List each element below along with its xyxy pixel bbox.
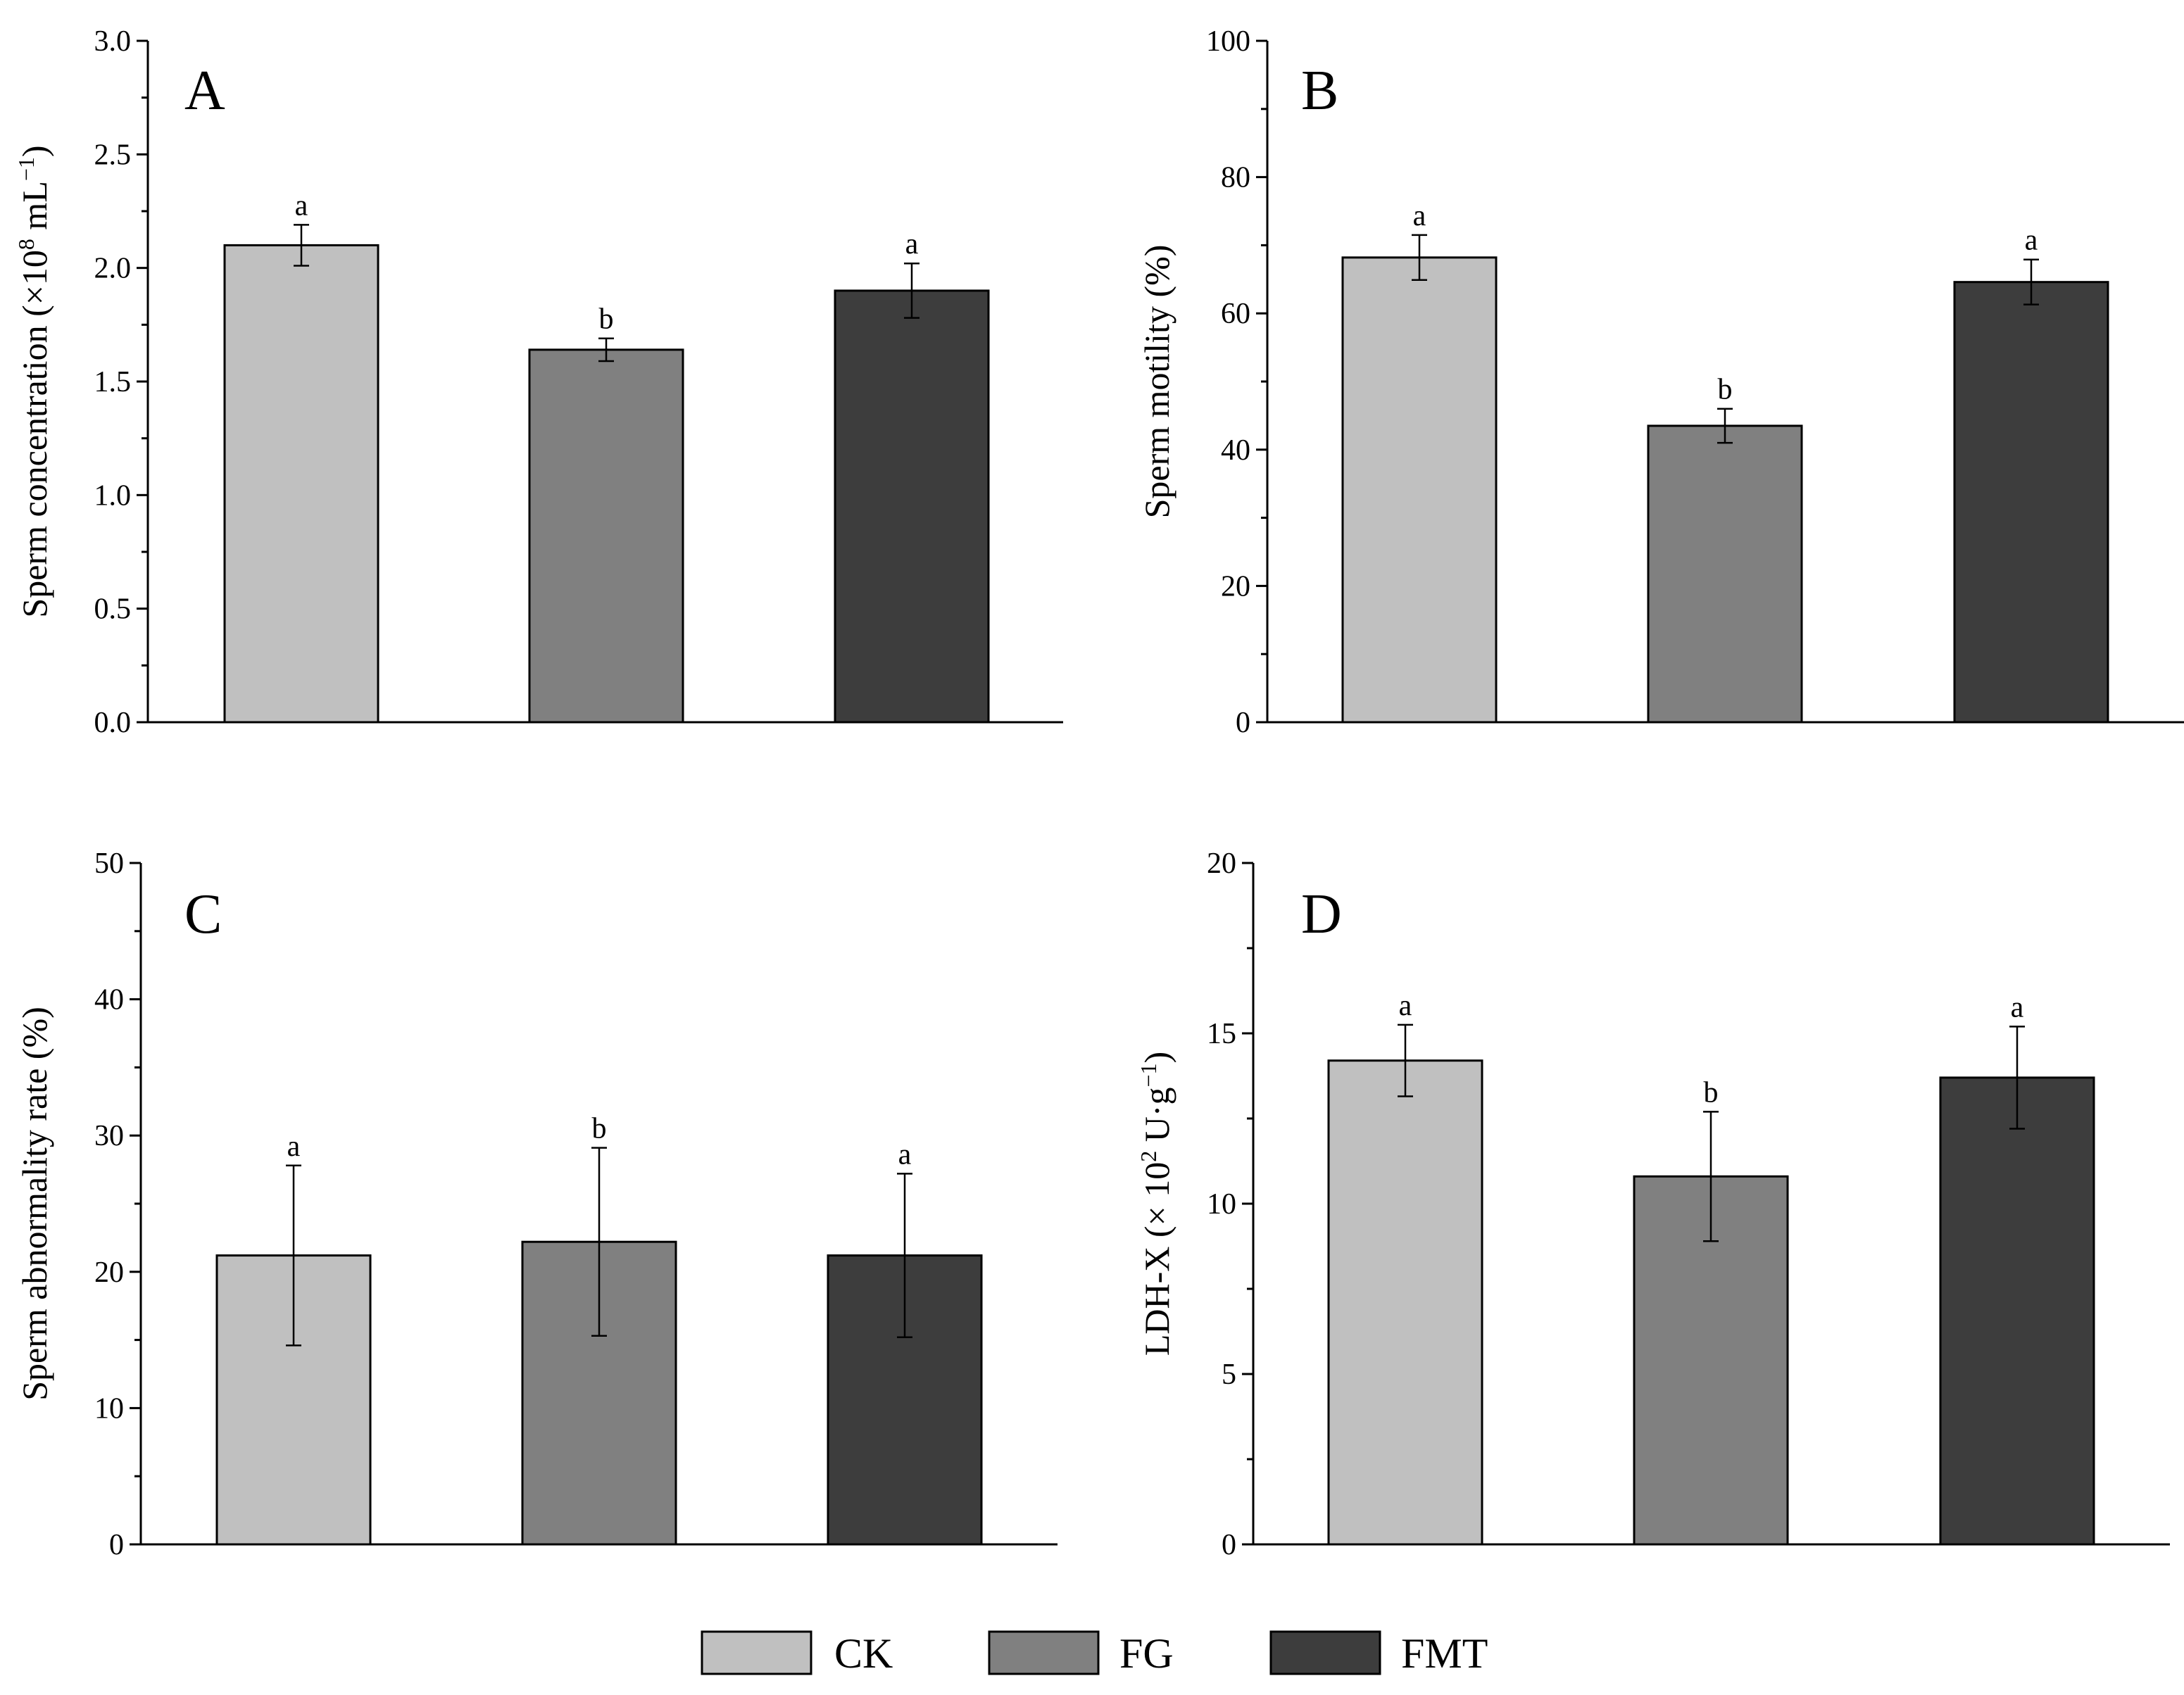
y-tick-label: 5 xyxy=(1222,1359,1236,1391)
significance-label: a xyxy=(287,1130,301,1163)
significance-label: b xyxy=(1718,374,1733,406)
y-title-unit: mL xyxy=(15,181,54,239)
y-title-unit: U·g xyxy=(1137,1088,1176,1151)
panel-letter: A xyxy=(184,60,225,122)
y-axis-title: Sperm abnormality rate (%) xyxy=(15,1007,54,1401)
significance-label: a xyxy=(295,189,308,222)
legend-label-ck: CK xyxy=(834,1630,893,1677)
y-tick-label: 10 xyxy=(94,1392,124,1425)
bar-ck xyxy=(1341,256,1498,724)
legend-swatch-ck xyxy=(701,1630,812,1675)
y-tick-label: 0 xyxy=(1222,1529,1236,1561)
y-tick-label: 100 xyxy=(1206,25,1250,58)
y-tick-label: 2.5 xyxy=(94,139,132,171)
y-title-end: ) xyxy=(1137,1052,1176,1064)
bar-fmt xyxy=(1953,281,2109,724)
significance-label: a xyxy=(2011,991,2024,1023)
y-tick-label: 1.5 xyxy=(94,366,132,398)
y-title-sup: 2 xyxy=(1136,1151,1161,1162)
bar-fmt xyxy=(1939,1076,2095,1546)
y-title-main: Sperm motility (%) xyxy=(1137,245,1176,519)
y-tick-label: 60 xyxy=(1221,298,1250,330)
y-tick-label: 80 xyxy=(1221,162,1250,194)
bar-fmt xyxy=(834,289,990,724)
bar-ck xyxy=(1327,1059,1483,1546)
significance-label: a xyxy=(898,1138,912,1171)
significance-label: b xyxy=(592,1113,607,1145)
y-tick-label: 10 xyxy=(1207,1188,1236,1221)
y-axis-title: Sperm concentration (×108 mL−1) xyxy=(13,145,54,617)
y-tick-label: 40 xyxy=(1221,434,1250,467)
y-title-unit-sup: −1 xyxy=(13,157,39,181)
panel-b: 0 20 40 60 80 100 a b a B Sperm motility (%) xyxy=(1137,25,2184,739)
panel-letter: B xyxy=(1301,60,1338,122)
y-tick-label: 0.0 xyxy=(94,707,132,739)
panel-letter: D xyxy=(1301,883,1342,945)
y-tick-label: 20 xyxy=(1207,848,1236,880)
panel-a: 0.0 0.5 1.0 1.5 2.0 2.5 3.0 a b a A Sperm concentra… xyxy=(13,25,1063,739)
y-title-main: Sperm concentration (×10 xyxy=(15,250,54,618)
y-tick-label: 40 xyxy=(94,984,124,1016)
y-tick-label: 1.0 xyxy=(94,479,132,512)
significance-label: a xyxy=(2025,225,2038,257)
y-tick-label: 0 xyxy=(109,1529,124,1561)
significance-label: b xyxy=(599,303,614,336)
significance-label: a xyxy=(1413,200,1426,232)
bar-ck xyxy=(223,244,379,724)
y-axis-title: LDH-X (× 102 U·g−1) xyxy=(1136,1052,1176,1356)
legend-label-fg: FG xyxy=(1119,1630,1174,1677)
legend-label-fmt: FMT xyxy=(1401,1630,1488,1677)
panel-c: 0 10 20 30 40 50 a b a C Sperm abnormality rate (%… xyxy=(15,848,1058,1561)
y-title-unit-sup: −1 xyxy=(1136,1063,1161,1087)
panel-letter: C xyxy=(184,883,222,945)
y-title-end: ) xyxy=(15,145,54,157)
y-tick-label: 3.0 xyxy=(94,25,132,58)
y-tick-label: 2.0 xyxy=(94,253,132,285)
y-tick-label: 0.5 xyxy=(94,593,132,626)
significance-label: b xyxy=(1704,1076,1719,1109)
y-tick-label: 30 xyxy=(94,1120,124,1152)
significance-label: a xyxy=(1399,990,1412,1022)
chart-panels: 0.0 0.5 1.0 1.5 2.0 2.5 3.0 a b a A Sperm concentra… xyxy=(13,25,2184,1561)
y-tick-label: 0 xyxy=(1236,707,1250,739)
panel-d: 0 5 10 15 20 a b a D LDH-X (× 102 U·g−1) xyxy=(1136,848,2170,1561)
legend: CK FG FMT xyxy=(701,1630,1488,1677)
bar-fg xyxy=(528,348,684,724)
bar-fg xyxy=(1647,424,1803,724)
y-title-main: Sperm abnormality rate (%) xyxy=(15,1007,54,1401)
y-title-main: LDH-X (× 10 xyxy=(1137,1162,1176,1356)
legend-swatch-fg xyxy=(988,1630,1100,1675)
y-tick-label: 50 xyxy=(94,848,124,880)
significance-label: a xyxy=(905,228,919,260)
y-tick-label: 20 xyxy=(94,1256,124,1289)
legend-swatch-fmt xyxy=(1269,1630,1381,1675)
y-tick-label: 20 xyxy=(1221,570,1250,603)
y-tick-label: 15 xyxy=(1207,1018,1236,1050)
y-axis-title: Sperm motility (%) xyxy=(1137,245,1176,519)
y-title-sup: 8 xyxy=(13,239,39,250)
